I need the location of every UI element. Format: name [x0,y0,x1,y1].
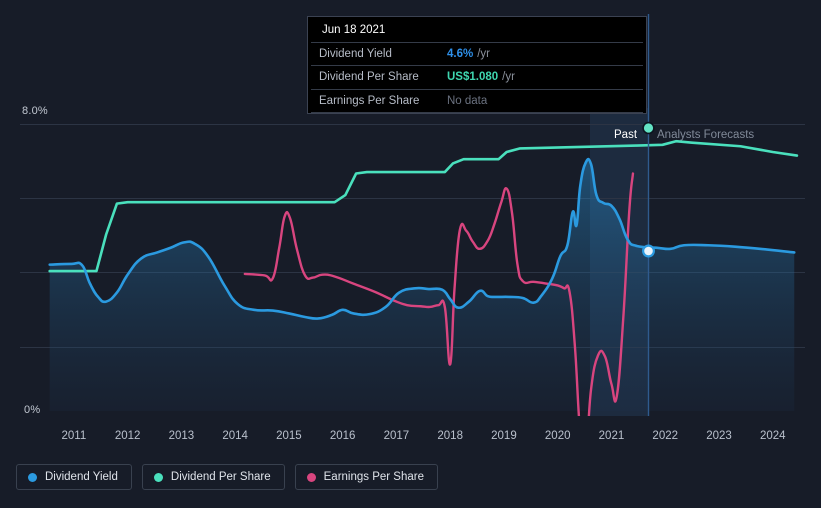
past-label: Past [614,129,638,141]
tooltip-row-key: Dividend Per Share [319,71,419,84]
x-axis-tick-2018: 2018 [437,430,463,442]
x-axis-tick-2019: 2019 [491,430,517,442]
tooltip-row-value: No data [447,94,488,107]
x-axis-tick-2021: 2021 [598,430,625,442]
tooltip-rows: Dividend Yield 4.6%/yr Dividend Per Share U… [308,43,646,114]
tooltip-row: Earnings Per Share No data [311,90,643,114]
x-axis: 2011 2012 2013 2014 2015 2016 2017 2018 2019 2020… [0,430,821,448]
legend-item-earnings-per-share[interactable]: Earnings Per Share [294,464,438,490]
dividend-per-share-line [48,139,799,273]
tooltip-row-unit: /yr [502,71,515,84]
x-axis-tick-2024: 2024 [759,430,786,442]
legend-color-dot-icon [153,472,163,482]
x-axis-tick-2017: 2017 [383,430,410,442]
dividend-yield-line [48,157,796,320]
tooltip-row-value: 4.6% [447,48,474,60]
legend-color-dot-icon [28,472,37,482]
tooltip-row-unit: /yr [477,48,490,60]
y-axis-label-top: 8.0% [22,105,48,117]
x-axis-tick-2013: 2013 [168,430,195,442]
earnings-per-share-line [243,172,635,416]
dividend-yield-marker [641,244,655,258]
legend-item-dividend-yield[interactable]: Dividend Yield [16,464,132,490]
tooltip-row-key: Earnings Per Share [319,94,420,107]
tooltip-row: Dividend Yield 4.6%/yr [311,43,643,67]
tooltip-date: Jun 18 2021 [311,17,643,43]
x-axis-tick-2023: 2023 [706,430,732,442]
x-axis-tick-2022: 2022 [652,430,679,442]
y-axis-label-zero: 0% [24,404,41,416]
tooltip-row: Dividend Per Share US$1.080/yr [311,66,643,90]
x-axis-tick-2011: 2011 [61,430,87,442]
x-axis-tick-2015: 2015 [276,430,302,442]
x-axis-tick-2012: 2012 [114,430,141,442]
tooltip-row-key: Dividend Yield [319,48,392,60]
tooltip-row-value: US$1.080 [447,71,499,84]
legend-color-dot-icon [306,472,316,482]
x-axis-tick-2020: 2020 [544,430,571,442]
legend-item-dividend-per-share[interactable]: Dividend Per Share [141,464,285,490]
chart-legend: Dividend Yield Dividend Per Share Earnings… [16,464,438,490]
dividend-yield-area [49,159,795,411]
chart-tooltip: Jun 18 2021 Dividend Yield 4.6%/yr Dividen… [307,16,647,115]
legend-item-label: Earnings Per Share [323,471,424,483]
x-axis-tick-2016: 2016 [329,430,356,442]
x-axis-tick-2014: 2014 [222,430,248,442]
analysts-forecasts-label: Analysts Forecasts [657,129,755,141]
legend-item-label: Dividend Yield [45,471,118,483]
legend-item-label: Dividend Per Share [170,471,271,483]
dividend-per-share-marker [642,121,655,135]
